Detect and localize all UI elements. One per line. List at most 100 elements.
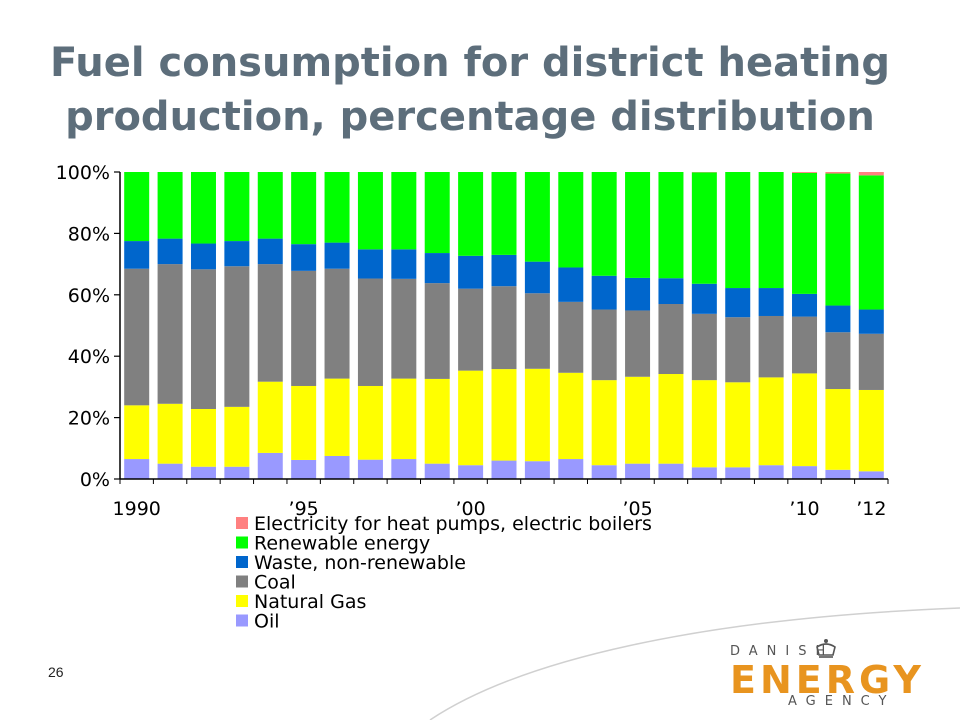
bar-segment-2004-natural-gas — [591, 380, 617, 466]
bar-segment-1996-coal — [324, 268, 350, 379]
y-tick-label: 100% — [56, 162, 110, 184]
bar-segment-2001-oil — [491, 460, 517, 479]
bar-segment-2003-oil — [558, 459, 584, 479]
y-tick-label: 60% — [68, 285, 110, 307]
bar-segment-1996-natural-gas — [324, 378, 350, 456]
bar-segment-2011-coal — [825, 332, 851, 390]
bar-segment-2005-waste-non-renewable — [625, 277, 651, 311]
bar-segment-2004-renewable-energy — [591, 172, 617, 276]
bar-segment-2000-renewable-energy — [458, 172, 484, 256]
bar-segment-1995-coal — [291, 270, 317, 386]
bar-segment-1997-renewable-energy — [357, 172, 383, 250]
bar-segment-1991-renewable-energy — [157, 172, 183, 239]
bar-segment-2006-natural-gas — [658, 374, 684, 464]
bar-segment-1992-natural-gas — [190, 409, 216, 467]
bar-segment-1994-renewable-energy — [257, 172, 283, 239]
bar-segment-2010-coal — [792, 316, 818, 374]
bar-segment-1999-coal — [424, 283, 450, 379]
bar-segment-1992-oil — [190, 466, 216, 479]
bar-segment-2004-oil — [591, 465, 617, 479]
bar-segment-2004-waste-non-renewable — [591, 275, 617, 310]
legend-label: Natural Gas — [254, 591, 366, 613]
bar-segment-2003-renewable-energy — [558, 172, 584, 268]
bar-segment-1992-renewable-energy — [190, 172, 216, 244]
bar-segment-2009-oil — [758, 465, 784, 479]
bar-segment-2000-waste-non-renewable — [458, 255, 484, 289]
legend-label: Waste, non-renewable — [254, 552, 466, 574]
bar-segment-1995-renewable-energy — [291, 172, 317, 245]
bar-segment-1994-natural-gas — [257, 381, 283, 453]
x-tick-label: ’12 — [856, 498, 886, 520]
bar-segment-1996-renewable-energy — [324, 172, 350, 243]
x-tick-label: ’05 — [622, 498, 652, 520]
bar-segment-2005-coal — [625, 310, 651, 377]
bar-segment-1993-waste-non-renewable — [224, 241, 250, 267]
bar-segment-1994-coal — [257, 264, 283, 382]
bar-segment-2001-renewable-energy — [491, 172, 517, 255]
bar-segment-2008-waste-non-renewable — [725, 288, 751, 318]
logo-text-danish: DANISH — [730, 644, 835, 659]
bar-segment-1997-waste-non-renewable — [357, 249, 383, 279]
bar-segment-1995-waste-non-renewable — [291, 244, 317, 271]
bar-segment-2008-coal — [725, 317, 751, 383]
logo-text-energy: ENERGY — [730, 658, 925, 702]
bar-segment-2011-waste-non-renewable — [825, 305, 851, 333]
y-tick-label: 20% — [68, 408, 110, 430]
legend-label: Renewable energy — [254, 533, 430, 555]
bar-segment-2010-oil — [792, 466, 818, 479]
y-tick-label: 80% — [68, 223, 110, 245]
bar-segment-1994-waste-non-renewable — [257, 238, 283, 265]
bar-segment-1993-natural-gas — [224, 406, 250, 467]
bar-segment-1994-oil — [257, 452, 283, 479]
bar-segment-2006-waste-non-renewable — [658, 278, 684, 305]
page-number: 26 — [48, 664, 64, 680]
bar-segment-2008-natural-gas — [725, 382, 751, 468]
bar-segment-2003-natural-gas — [558, 372, 584, 460]
bar-segment-1998-natural-gas — [391, 378, 417, 460]
bar-segment-2002-coal — [524, 293, 550, 369]
bar-segment-2010-natural-gas — [792, 373, 818, 467]
bar-segment-2009-renewable-energy — [758, 172, 784, 289]
legend-label: Coal — [254, 572, 296, 594]
bar-segment-2009-waste-non-renewable — [758, 288, 784, 316]
bar-segment-2005-renewable-energy — [625, 172, 651, 278]
bar-segment-2011-renewable-energy — [825, 173, 851, 306]
bar-segment-2005-natural-gas — [625, 376, 651, 464]
legend-swatch — [236, 517, 248, 529]
bar-segment-1995-oil — [291, 459, 317, 479]
bar-segment-2010-electricity-for-heat-pumps-electric-boilers — [792, 172, 818, 173]
bar-segment-1990-renewable-energy — [124, 172, 150, 242]
bar-segment-2010-waste-non-renewable — [792, 293, 818, 317]
x-tick-label: ’00 — [455, 498, 485, 520]
legend-swatch — [236, 556, 248, 568]
x-tick-label: 1990 — [113, 498, 161, 520]
bar-segment-1995-natural-gas — [291, 385, 317, 460]
bar-segment-2007-coal — [691, 313, 717, 381]
crown-icon — [816, 639, 836, 658]
bar-segment-2004-coal — [591, 309, 617, 381]
bar-segment-2011-natural-gas — [825, 389, 851, 470]
bar-segment-2002-natural-gas — [524, 368, 550, 462]
bar-segment-2012-waste-non-renewable — [858, 309, 884, 334]
y-tick-label: 40% — [68, 346, 110, 368]
bar-segment-1996-oil — [324, 455, 350, 479]
bar-segment-1990-coal — [124, 268, 150, 406]
bar-segment-1991-waste-non-renewable — [157, 238, 183, 265]
bar-segment-1996-waste-non-renewable — [324, 242, 350, 269]
bar-segment-1990-oil — [124, 459, 150, 479]
bar-segment-1999-waste-non-renewable — [424, 253, 450, 284]
bar-segment-2005-oil — [625, 463, 651, 479]
bar-segment-2008-renewable-energy — [725, 172, 751, 289]
x-tick-label: ’95 — [289, 498, 319, 520]
bar-segment-2000-natural-gas — [458, 370, 484, 466]
bar-segment-2011-electricity-for-heat-pumps-electric-boilers — [825, 172, 851, 174]
bar-segment-1992-waste-non-renewable — [190, 243, 216, 270]
legend-swatch — [236, 536, 248, 549]
bar-segment-2006-coal — [658, 304, 684, 375]
bar-segment-1999-natural-gas — [424, 378, 450, 464]
y-tick-label: 0% — [80, 469, 110, 491]
bar-segment-1991-natural-gas — [157, 403, 183, 464]
bar-segment-2003-waste-non-renewable — [558, 267, 584, 302]
